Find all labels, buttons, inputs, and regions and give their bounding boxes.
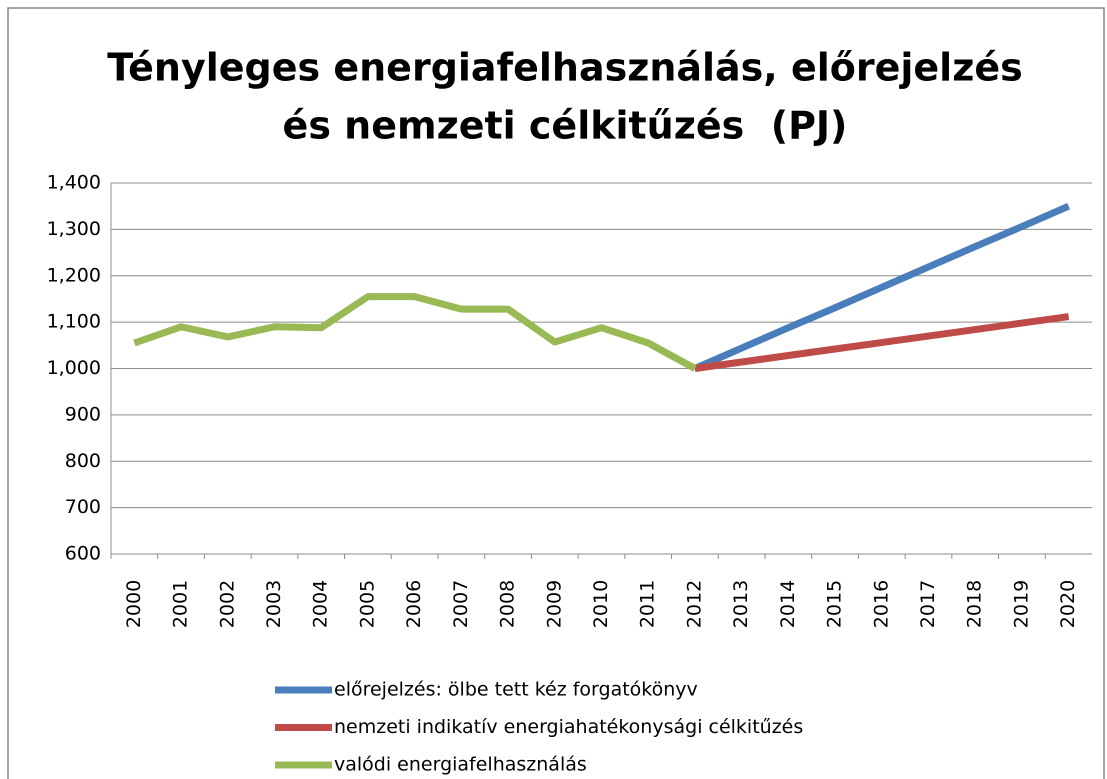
chart-border xyxy=(7,7,1105,779)
y-tick-label: 900 xyxy=(65,403,101,425)
x-tick-label: 2013 xyxy=(730,580,752,628)
y-tick-label: 600 xyxy=(65,543,101,565)
legend-label: előrejelzés: ölbe tett kéz forgatókönyv xyxy=(334,679,698,701)
series-line xyxy=(693,202,1071,372)
x-tick-label: 2010 xyxy=(590,580,612,628)
y-tick-label: 1,400 xyxy=(47,172,101,194)
chart-title: Tényleges energiafelhasználás, előrejelz… xyxy=(107,46,1022,90)
x-tick-label: 2001 xyxy=(170,580,192,628)
x-tick-label: 2000 xyxy=(123,580,145,628)
x-tick-label: 2011 xyxy=(637,580,659,628)
legend-label: valódi energiafelhasználás xyxy=(334,754,587,776)
y-tick-label: 1,300 xyxy=(47,218,101,240)
x-tick-label: 2009 xyxy=(543,580,565,628)
x-tick-label: 2015 xyxy=(824,580,846,628)
x-tick-label: 2020 xyxy=(1057,580,1079,628)
x-tick-label: 2004 xyxy=(310,580,332,628)
y-tick-label: 1,200 xyxy=(47,264,101,286)
x-tick-label: 2016 xyxy=(870,580,892,628)
y-tick-label: 800 xyxy=(65,450,101,472)
x-tick-label: 2007 xyxy=(450,580,472,628)
x-tick-label: 2014 xyxy=(777,580,799,628)
series-line xyxy=(133,293,697,372)
x-tick-label: 2006 xyxy=(403,580,425,628)
x-tick-label: 2019 xyxy=(1010,580,1032,628)
x-tick-label: 2003 xyxy=(263,580,285,628)
x-tick-label: 2005 xyxy=(356,580,378,628)
x-tick-label: 2018 xyxy=(964,580,986,628)
y-tick-label: 700 xyxy=(65,496,101,518)
x-tick-label: 2017 xyxy=(917,580,939,628)
legend-label: nemzeti indikatív energiahatékonysági cé… xyxy=(334,716,803,738)
x-tick-label: 2012 xyxy=(683,580,705,628)
x-tick-label: 2002 xyxy=(216,580,238,628)
y-tick-label: 1,000 xyxy=(47,357,101,379)
chart-title: és nemzeti célkitűzés (PJ) xyxy=(283,104,848,148)
x-tick-label: 2008 xyxy=(497,580,519,628)
y-tick-label: 1,100 xyxy=(47,311,101,333)
series-line xyxy=(694,313,1070,372)
